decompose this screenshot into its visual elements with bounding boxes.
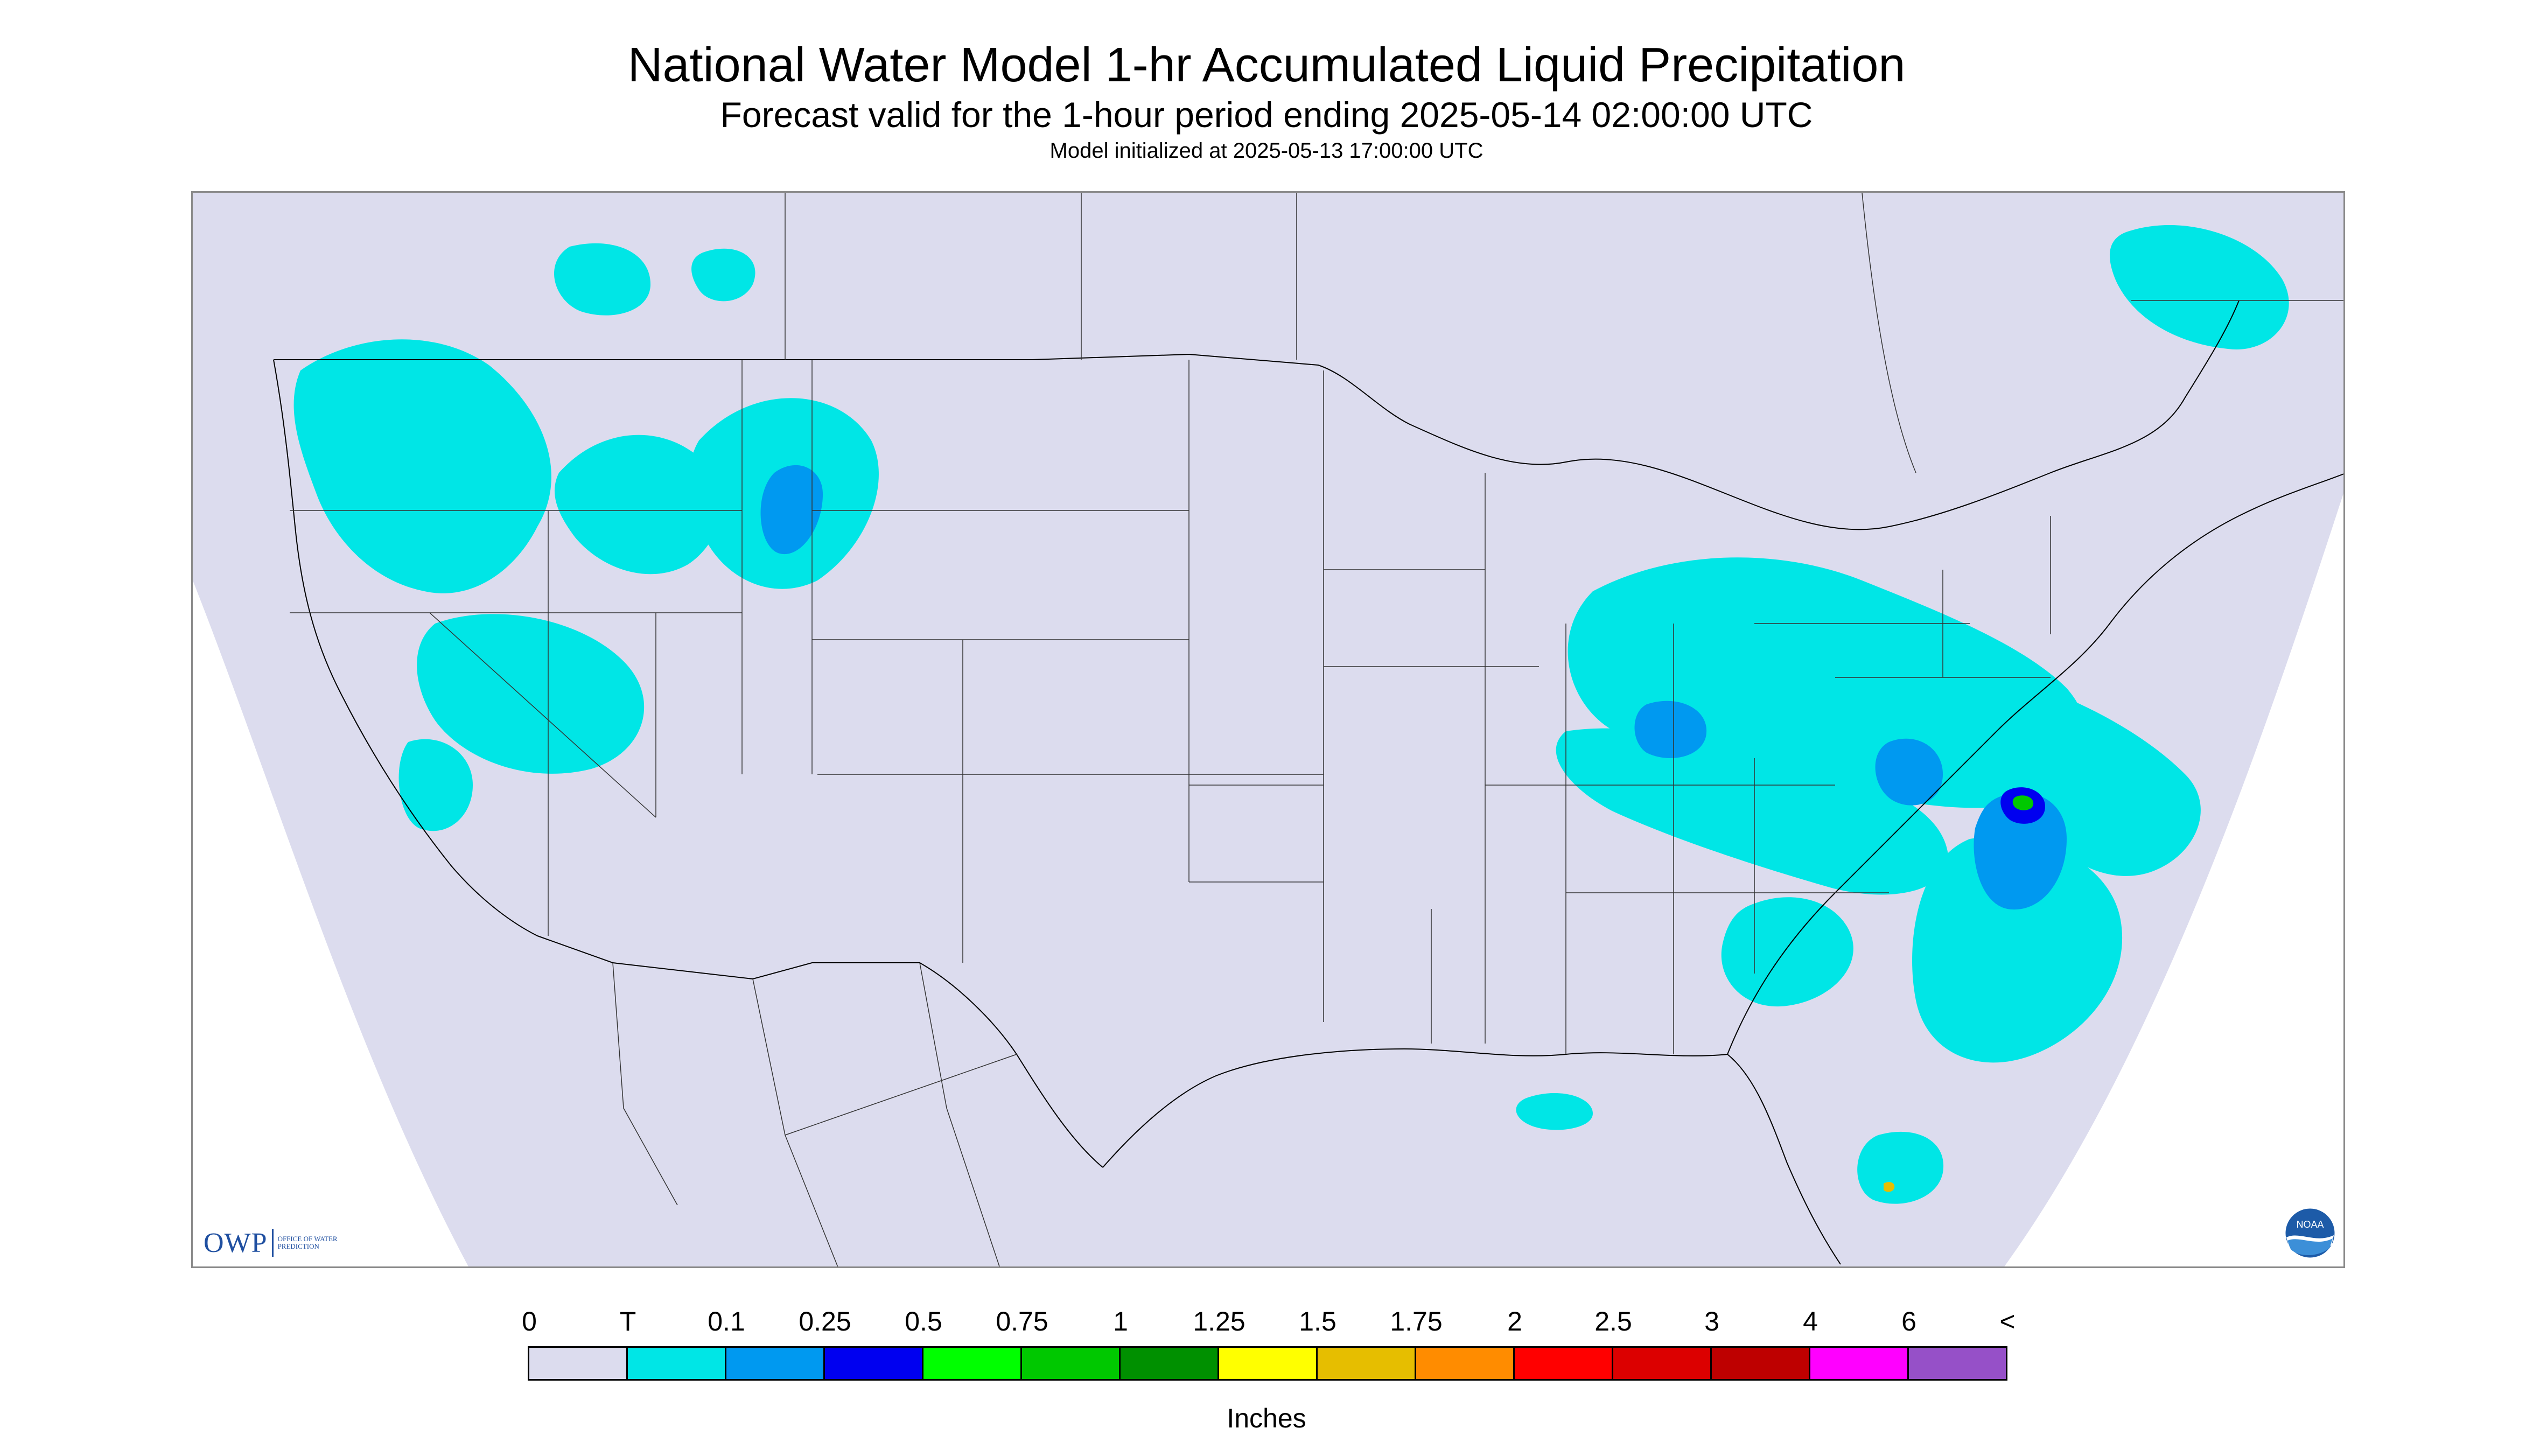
precip-florida-south xyxy=(1857,1131,1944,1204)
legend-tick-label: 2 xyxy=(1507,1306,1522,1336)
legend-swatch-6 xyxy=(1121,1348,1219,1379)
legend-swatch-4 xyxy=(923,1348,1022,1379)
precip-midatlantic-core xyxy=(1875,738,1943,806)
precip-yellow-cell xyxy=(1884,1182,1895,1192)
precip-northeast-canada xyxy=(2110,225,2289,349)
map-canvas xyxy=(193,193,2343,1266)
precip-canada-west-2 xyxy=(691,248,755,302)
legend-colorbar xyxy=(528,1346,2007,1381)
precip-canada-west xyxy=(554,243,650,316)
precip-southeast-band xyxy=(1721,897,1853,1007)
legend-swatch-7 xyxy=(1219,1348,1318,1379)
precip-offshore-band xyxy=(1912,837,2123,1063)
legend-swatch-8 xyxy=(1318,1348,1416,1379)
us-mexico-border xyxy=(537,935,1103,1168)
gulf-coastline xyxy=(1102,1048,1841,1265)
legend-tick-label: T xyxy=(619,1306,636,1336)
map-subtitle: Forecast valid for the 1-hour period end… xyxy=(720,95,1813,135)
precip-sierra xyxy=(398,739,473,831)
legend-tick-label: < xyxy=(1999,1306,2016,1336)
precip-offshore-core xyxy=(1974,792,2067,910)
legend-swatch-1 xyxy=(628,1348,726,1379)
legend-tick-label: 1.5 xyxy=(1299,1306,1337,1336)
owp-logo-divider xyxy=(271,1229,274,1257)
owp-logo-text: OFFICE OF WATER PREDICTION xyxy=(277,1235,338,1250)
domain-edge-right xyxy=(2004,493,2343,1266)
noaa-logo-text: NOAA xyxy=(2296,1219,2324,1230)
atlantic-coastline xyxy=(1727,473,2343,1055)
legend-swatch-3 xyxy=(825,1348,923,1379)
color-legend: 0 T 0.1 0.25 0.5 0.75 1 1.25 1.5 1.75 2 2.5 3 4 6 < Inc… xyxy=(0,1292,2533,1454)
mexico-state-lines xyxy=(612,962,1017,1266)
legend-tick-label: 1 xyxy=(1113,1306,1128,1336)
legend-tick-label: 0.1 xyxy=(708,1306,745,1336)
precip-green-cell xyxy=(2012,795,2034,810)
noaa-logo: NOAA xyxy=(2284,1207,2336,1259)
precip-light-layer xyxy=(760,465,2067,910)
legend-swatch-0 xyxy=(529,1348,628,1379)
legend-tick-label: 0.75 xyxy=(996,1306,1048,1336)
legend-swatch-11 xyxy=(1613,1348,1712,1379)
legend-swatch-10 xyxy=(1515,1348,1613,1379)
precip-heavy-layer xyxy=(1884,787,2045,1192)
owp-logo: OWP OFFICE OF WATER PREDICTION xyxy=(204,1227,342,1259)
owp-logo-letters: OWP xyxy=(204,1227,268,1258)
us-canada-border xyxy=(274,300,2240,530)
legend-tick-label: 1.25 xyxy=(1193,1306,1245,1336)
legend-units-label: Inches xyxy=(1227,1403,1306,1433)
legend-swatch-14 xyxy=(1909,1348,2006,1379)
legend-swatch-5 xyxy=(1022,1348,1121,1379)
precip-great-basin xyxy=(417,614,645,774)
canada-province-lines xyxy=(785,193,2343,473)
precip-ohio-core xyxy=(1634,701,1707,758)
legend-swatch-9 xyxy=(1416,1348,1515,1379)
model-init-text: Model initialized at 2025-05-13 17:00:00… xyxy=(1049,139,1484,163)
precip-ohio-valley xyxy=(1556,728,1948,895)
pacific-coastline xyxy=(273,359,538,936)
legend-tick-label: 3 xyxy=(1704,1306,1719,1336)
legend-tick-label: 0.25 xyxy=(799,1306,851,1336)
legend-tick-label: 1.75 xyxy=(1390,1306,1443,1336)
legend-swatch-2 xyxy=(726,1348,825,1379)
legend-swatch-13 xyxy=(1810,1348,1909,1379)
domain-edge-left xyxy=(193,580,468,1266)
precip-gulf xyxy=(1516,1093,1593,1130)
state-lines xyxy=(290,360,2051,1054)
precip-idaho-montana xyxy=(554,435,722,575)
legend-tick-label: 6 xyxy=(1901,1306,1916,1336)
precip-wyoming-core xyxy=(760,465,823,555)
legend-tick-label: 2.5 xyxy=(1594,1306,1632,1336)
precipitation-map[interactable]: OWP OFFICE OF WATER PREDICTION NOAA xyxy=(191,191,2345,1268)
legend-swatch-12 xyxy=(1712,1348,1810,1379)
legend-tick-label: 0.5 xyxy=(905,1306,942,1336)
precip-northwest xyxy=(293,339,551,593)
map-title: National Water Model 1-hr Accumulated Li… xyxy=(627,38,1906,92)
legend-tick-label: 0 xyxy=(522,1306,537,1336)
legend-tick-label: 4 xyxy=(1803,1306,1818,1336)
boundary-layer xyxy=(273,193,2343,1266)
